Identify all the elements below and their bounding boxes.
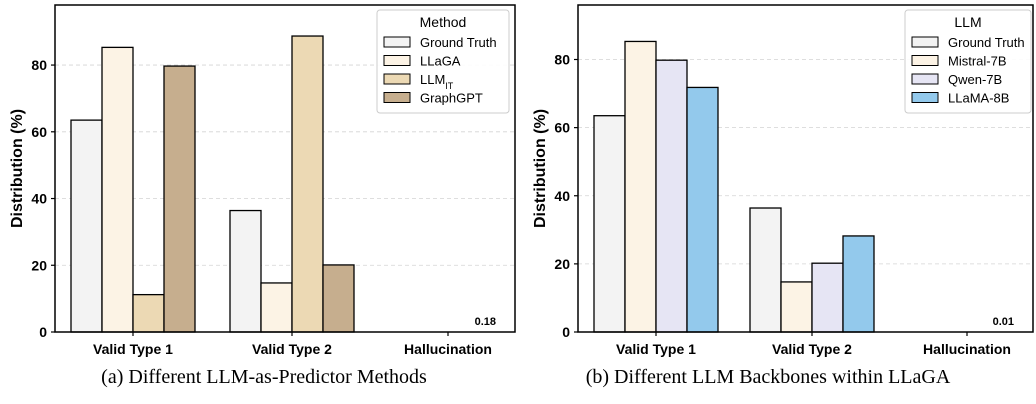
- legend-swatch: [911, 55, 939, 66]
- data-label: 0.18: [475, 316, 496, 328]
- legend-label: LLaGA: [420, 54, 461, 69]
- y-tick-label: 40: [31, 191, 47, 207]
- legend-swatch: [911, 73, 939, 85]
- legend-label: Ground Truth: [948, 35, 1025, 50]
- bar: [811, 262, 844, 333]
- y-tick-label: 20: [31, 257, 47, 273]
- bar: [132, 293, 165, 333]
- y-tick-label: 80: [31, 57, 47, 73]
- y-tick-label: 80: [554, 52, 570, 68]
- legend: LLM Ground Truth Mistral-7B Qwen-7B LLaMA-8B: [904, 9, 1032, 114]
- bar: [229, 209, 262, 333]
- y-tick-label: 0: [562, 324, 570, 340]
- x-tick-label: Valid Type 1: [93, 341, 173, 357]
- legend-label: Mistral-7B: [948, 54, 1007, 69]
- legend-label: Ground Truth: [420, 35, 497, 50]
- legend-box: [376, 9, 510, 114]
- y-tick-label: 0: [39, 324, 47, 340]
- legend-swatch: [911, 92, 939, 103]
- bar: [780, 281, 813, 333]
- x-tick-label: Valid Type 2: [252, 341, 332, 357]
- bar: [70, 119, 103, 333]
- bar: [842, 235, 875, 333]
- y-tick-label: 20: [554, 256, 570, 272]
- legend-swatch: [911, 36, 939, 48]
- plot-frame: [54, 4, 516, 333]
- bar: [163, 65, 196, 333]
- bar: [101, 46, 134, 333]
- x-tick-label: Valid Type 1: [616, 341, 696, 357]
- chart-b: 0 20 40 60 80 Valid Type 1 Valid Type 2 Halluci…: [532, 4, 1034, 357]
- legend-title: Method: [420, 14, 467, 30]
- bar: [686, 86, 719, 333]
- legend-label: Qwen-7B: [948, 72, 1002, 87]
- bar: [655, 59, 688, 333]
- x-tick-label: Hallucination: [923, 341, 1011, 357]
- bar: [624, 40, 657, 333]
- bar: [749, 207, 782, 333]
- plot-frame: [577, 4, 1034, 333]
- legend-swatch: [383, 73, 411, 85]
- x-tick-label: Valid Type 2: [772, 341, 852, 357]
- bar: [260, 282, 293, 333]
- data-label: 0.01: [993, 316, 1014, 328]
- y-tick-label: 40: [554, 188, 570, 204]
- caption-b: (b) Different LLM Backbones within LLaGA: [585, 366, 951, 388]
- legend-box: [904, 9, 1032, 114]
- x-tick-label: Hallucination: [404, 341, 492, 357]
- legend-swatch: [383, 55, 411, 66]
- legend-label: LLaMA-8B: [948, 91, 1009, 106]
- legend-swatch: [383, 36, 411, 48]
- y-axis-label: Distribution (%): [9, 109, 26, 228]
- y-tick-label: 60: [31, 124, 47, 140]
- caption-a: (a) Different LLM-as-Predictor Methods: [101, 366, 427, 388]
- bar: [322, 264, 355, 333]
- legend-swatch: [383, 92, 411, 103]
- bar: [291, 35, 324, 333]
- legend-label: GraphGPT: [420, 91, 483, 106]
- y-tick-label: 60: [554, 120, 570, 136]
- chart-a: 0 20 40 60 80 Valid Type 1 Valid Type 2 Halluci…: [9, 4, 516, 357]
- y-axis-label: Distribution (%): [532, 109, 549, 228]
- legend-title: LLM: [954, 14, 981, 30]
- bar: [593, 115, 626, 333]
